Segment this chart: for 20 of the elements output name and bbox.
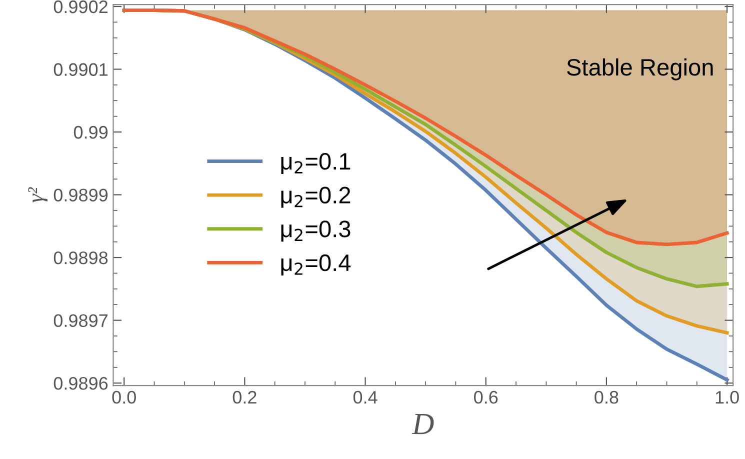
annotation: Stable Region [567, 58, 713, 80]
legend-label: μ$_{2}$=0.2 [281, 186, 350, 208]
legend-label: μ$_{2}$=0.3 [281, 220, 350, 242]
y-tick-label: 0.9901 [54, 63, 108, 76]
y-tick-label: 0.9902 [54, 0, 108, 14]
y-tick-label: 0.9897 [54, 314, 108, 328]
x-tick-label: 0.4 [353, 390, 378, 404]
x-tick-label: 0.6 [474, 390, 498, 404]
y-tick-label: 0.9896 [54, 376, 108, 390]
y-axis-title: γ² [28, 187, 48, 202]
y-tick-label: 0.9899 [54, 188, 108, 202]
legend-label: μ$_{2}$=0.1 [281, 152, 350, 174]
y-tick-label: 0.99 [74, 126, 108, 139]
x-axis-title: D [412, 414, 434, 434]
legend-label: μ$_{2}$=0.4 [281, 254, 351, 276]
x-tick-label: 0.0 [112, 390, 136, 404]
y-tick-label: 0.9898 [54, 251, 108, 264]
x-tick-label: 0.8 [594, 390, 618, 404]
x-tick-label: 0.2 [232, 390, 256, 404]
x-tick-label: 1.0 [716, 390, 739, 404]
